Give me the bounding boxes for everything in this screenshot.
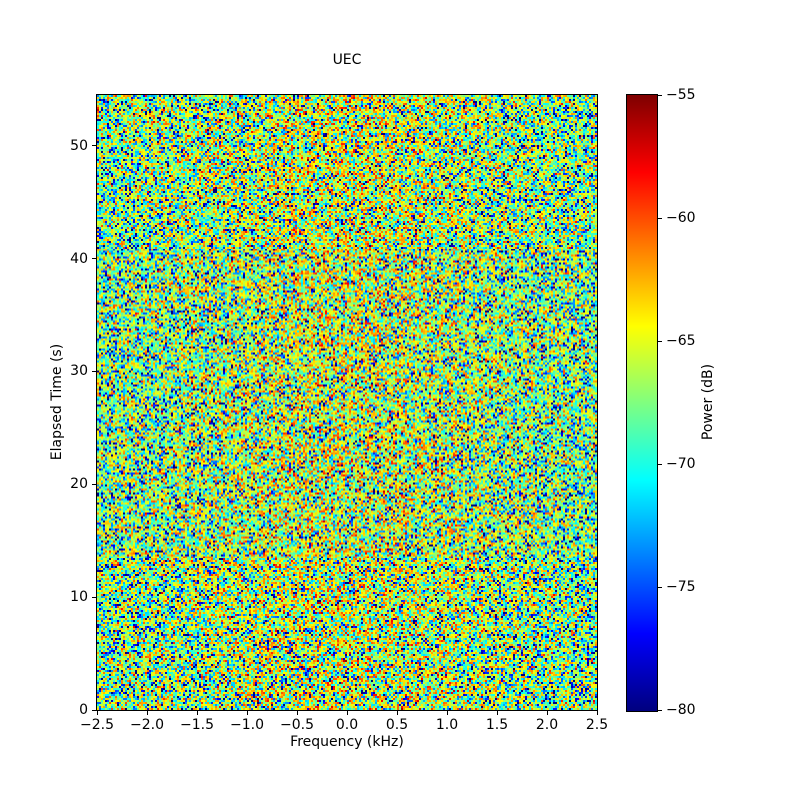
x-tick-mark [596, 711, 598, 715]
spectrogram-canvas [97, 95, 597, 710]
colorbar-tick-mark [658, 94, 662, 96]
y-tick-label: 30 [70, 363, 88, 380]
x-tick-mark [96, 711, 98, 715]
colorbar-tick-label: −55 [666, 87, 696, 103]
x-tick-label: 2.5 [585, 717, 609, 733]
plot-area [96, 94, 598, 711]
x-tick-label: −1.5 [180, 717, 214, 733]
y-tick-label: 0 [79, 702, 88, 718]
x-tick-label: 2.0 [535, 717, 559, 733]
x-tick-label: 0.5 [385, 717, 409, 733]
colorbar-tick-label: −70 [666, 456, 696, 472]
y-tick-label: 40 [70, 250, 88, 267]
x-tick-label: −2.5 [80, 717, 114, 733]
x-tick-label: 1.5 [485, 717, 509, 733]
y-axis-label: Elapsed Time (s) [49, 343, 65, 461]
x-tick-mark [346, 711, 348, 715]
x-tick-label: −2.0 [130, 717, 164, 733]
colorbar-gradient [627, 95, 657, 711]
x-tick-label: −0.5 [280, 717, 314, 733]
y-tick-mark [92, 483, 96, 485]
colorbar-tick-mark [658, 340, 662, 342]
y-tick-mark [92, 370, 96, 372]
colorbar-tick-label: −80 [666, 702, 696, 718]
colorbar-tick-mark [658, 586, 662, 588]
y-tick-label: 20 [70, 476, 88, 493]
y-tick-label: 50 [70, 137, 88, 154]
colorbar-label: Power (dB) [700, 363, 716, 441]
y-tick-mark [92, 596, 96, 598]
colorbar-tick-label: −60 [666, 210, 696, 226]
x-tick-mark [396, 711, 398, 715]
x-tick-mark [446, 711, 448, 715]
colorbar-tick-mark [658, 709, 662, 711]
x-tick-label: −1.0 [230, 717, 264, 733]
x-tick-mark [146, 711, 148, 715]
x-tick-label: 0.0 [335, 717, 359, 733]
x-axis-label: Frequency (kHz) [290, 734, 404, 750]
colorbar-tick-mark [658, 217, 662, 219]
colorbar-tick-label: −75 [666, 579, 696, 595]
y-tick-mark [92, 145, 96, 147]
x-tick-mark [496, 711, 498, 715]
chart-title: UEC [332, 52, 362, 68]
colorbar [626, 94, 658, 712]
colorbar-tick-label: −65 [666, 333, 696, 349]
x-tick-mark [296, 711, 298, 715]
y-tick-mark [92, 258, 96, 260]
x-tick-mark [546, 711, 548, 715]
y-tick-label: 10 [70, 589, 88, 606]
x-tick-label: 1.0 [435, 717, 459, 733]
y-tick-mark [92, 709, 96, 711]
x-tick-mark [196, 711, 198, 715]
colorbar-tick-mark [658, 463, 662, 465]
x-tick-mark [246, 711, 248, 715]
